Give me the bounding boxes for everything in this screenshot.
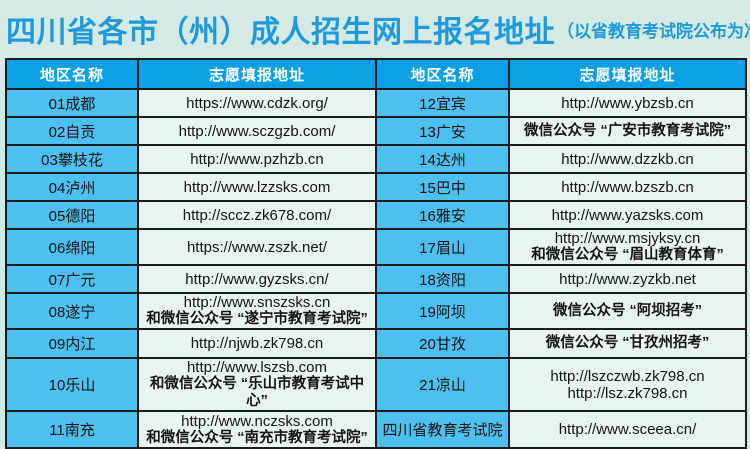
column-header-region-right: 地区名称	[375, 58, 510, 90]
address-cell: http://www.bzszb.cn	[508, 172, 747, 202]
address-cell: http://www.zyzkb.net	[508, 264, 747, 294]
table-row: 04泸州 http://www.lzzsks.com 15巴中 http://w…	[5, 172, 747, 202]
table-row: 06绵阳 https://www.zszk.net/ 17眉山 http://w…	[5, 228, 747, 266]
region-cell: 03攀枝花	[5, 144, 139, 174]
address-cell: https://www.cdzk.org/	[137, 88, 377, 118]
address-url: http://www.yazsks.com	[551, 206, 704, 224]
address-cell: http://lszczwb.zk798.cn http://lsz.zk798.…	[508, 357, 747, 412]
region-cell: 04泸州	[5, 172, 139, 202]
address-cell: http://www.nczsks.com 和微信公众号 “南充市教育考试院”	[137, 410, 377, 449]
column-header-address-left: 志愿填报地址	[137, 58, 377, 90]
region-cell: 14达州	[375, 144, 510, 174]
table-row: 07广元 http://www.gyzsks.cn/ 18资阳 http://w…	[5, 264, 747, 294]
address-cell: http://www.sceea.cn/	[508, 410, 747, 449]
address-cell: http://www.lzzsks.com	[137, 172, 377, 202]
address-cell: http://www.ybzsb.cn	[508, 88, 747, 118]
region-cell: 10乐山	[5, 357, 139, 412]
table-row: 01成都 https://www.cdzk.org/ 12宜宾 http://w…	[5, 88, 747, 118]
table-header-row: 地区名称 志愿填报地址 地区名称 志愿填报地址	[5, 58, 747, 90]
address-url: http://www.dzzkb.cn	[561, 150, 694, 168]
table-row: 08遂宁 http://www.snszsks.cn 和微信公众号 “遂宁市教育考…	[5, 292, 747, 330]
address-url: http://lsz.zk798.cn	[567, 384, 688, 402]
address-wechat-note: 和微信公众号 “眉山教育体育”	[531, 247, 724, 263]
address-cell: http://www.snszsks.cn 和微信公众号 “遂宁市教育考试院”	[137, 292, 377, 330]
address-wechat-note: 微信公众号 “广安市教育考试院”	[523, 122, 732, 139]
table-row: 05德阳 http://sccz.zk678.com/ 16雅安 http://…	[5, 200, 747, 230]
page-title: 四川省各市（州）成人招生网上报名地址	[6, 16, 555, 49]
address-url: https://www.cdzk.org/	[186, 94, 328, 112]
address-url: http://www.bzszb.cn	[561, 178, 694, 196]
address-cell: http://njwb.zk798.cn	[137, 328, 377, 359]
address-url: http://sccz.zk678.com/	[182, 206, 332, 224]
address-cell: http://www.sczgzb.com/	[137, 116, 377, 146]
address-url: http://www.gyzsks.cn/	[185, 270, 329, 288]
region-cell: 07广元	[5, 264, 139, 294]
address-wechat-note: 和微信公众号 “南充市教育考试院”	[146, 429, 368, 446]
address-url: http://www.sceea.cn/	[558, 421, 697, 438]
page-header: 四川省各市（州）成人招生网上报名地址（以省教育考试院公布为准）	[0, 0, 750, 58]
address-wechat-note: 微信公众号 “阿坝招考”	[552, 302, 703, 319]
address-url: http://www.sczgzb.com/	[178, 122, 336, 140]
region-cell: 01成都	[5, 88, 139, 118]
column-header-region-left: 地区名称	[5, 58, 139, 90]
address-url: http://www.pzhzb.cn	[190, 150, 324, 168]
registration-address-table: 地区名称 志愿填报地址 地区名称 志愿填报地址 01成都 https://www…	[5, 58, 747, 449]
region-cell: 四川省教育考试院	[375, 410, 510, 449]
region-cell: 19阿坝	[375, 292, 510, 330]
address-cell: http://www.lszsb.com 和微信公众号 “乐山市教育考试中心”	[137, 357, 377, 412]
region-cell: 09内江	[5, 328, 139, 359]
address-url: http://lszczwb.zk798.cn	[550, 367, 705, 385]
address-cell: 微信公众号 “广安市教育考试院”	[508, 116, 747, 146]
region-cell: 08遂宁	[5, 292, 139, 330]
region-cell: 21凉山	[375, 357, 510, 412]
address-cell: http://sccz.zk678.com/	[137, 200, 377, 230]
address-url: http://www.nczsks.com	[181, 412, 333, 430]
region-cell: 13广安	[375, 116, 510, 146]
address-url: http://www.lszsb.com	[186, 359, 328, 376]
table-row: 03攀枝花 http://www.pzhzb.cn 14达州 http://ww…	[5, 144, 747, 174]
address-cell: 微信公众号 “甘孜州招考”	[508, 328, 747, 359]
address-url: https://www.zszk.net/	[186, 238, 328, 256]
address-url: http://www.lzzsks.com	[183, 178, 331, 196]
table-row: 02自贡 http://www.sczgzb.com/ 13广安 微信公众号 “…	[5, 116, 747, 146]
address-url: http://njwb.zk798.cn	[190, 335, 324, 352]
region-cell: 15巴中	[375, 172, 510, 202]
address-cell: http://www.yazsks.com	[508, 200, 747, 230]
region-cell: 17眉山	[375, 228, 510, 266]
address-url: http://www.zyzkb.net	[559, 270, 696, 288]
address-wechat-note: 和微信公众号 “乐山市教育考试中心”	[149, 376, 365, 409]
region-cell: 20甘孜	[375, 328, 510, 359]
address-cell: http://www.pzhzb.cn	[137, 144, 377, 174]
region-cell: 06绵阳	[5, 228, 139, 266]
address-cell: http://www.msjyksy.cn 和微信公众号 “眉山教育体育”	[508, 228, 747, 266]
address-url: http://www.msjyksy.cn	[554, 230, 701, 247]
address-wechat-note: 和微信公众号 “遂宁市教育考试院”	[146, 311, 368, 327]
region-cell: 16雅安	[375, 200, 510, 230]
page-title-note: （以省教育考试院公布为准）	[557, 21, 750, 41]
region-cell: 05德阳	[5, 200, 139, 230]
address-url: http://www.ybzsb.cn	[561, 94, 694, 112]
address-cell: 微信公众号 “阿坝招考”	[508, 292, 747, 330]
address-url: http://www.snszsks.cn	[183, 294, 331, 311]
region-cell: 12宜宾	[375, 88, 510, 118]
table-row: 10乐山 http://www.lszsb.com 和微信公众号 “乐山市教育考试…	[5, 357, 747, 412]
address-cell: http://www.gyzsks.cn/	[137, 264, 377, 294]
region-cell: 11南充	[5, 410, 139, 449]
table-row: 11南充 http://www.nczsks.com 和微信公众号 “南充市教育考…	[5, 410, 747, 449]
region-cell: 02自贡	[5, 116, 139, 146]
address-wechat-note: 微信公众号 “甘孜州招考”	[545, 335, 710, 351]
column-header-address-right: 志愿填报地址	[508, 58, 747, 90]
address-cell: https://www.zszk.net/	[137, 228, 377, 266]
address-cell: http://www.dzzkb.cn	[508, 144, 747, 174]
table-row: 09内江 http://njwb.zk798.cn 20甘孜 微信公众号 “甘孜…	[5, 328, 747, 359]
region-cell: 18资阳	[375, 264, 510, 294]
